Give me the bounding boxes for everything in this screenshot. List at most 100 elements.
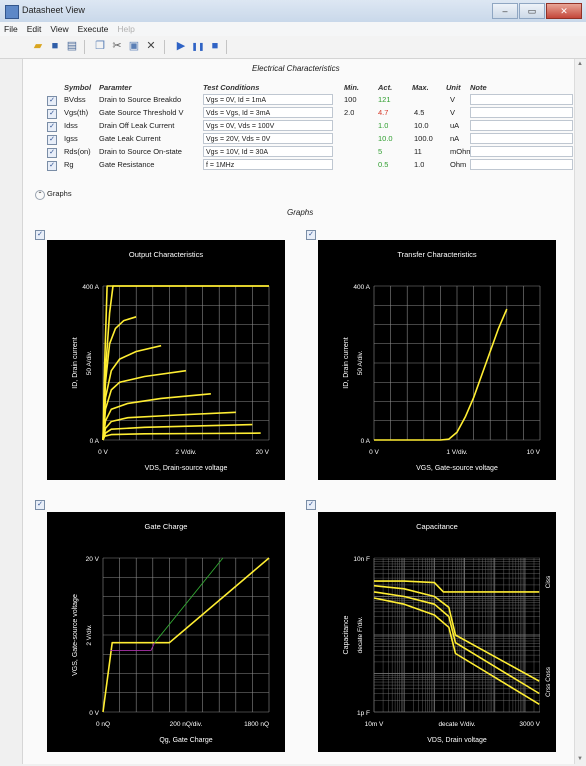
save-icon[interactable]: ■ (51, 40, 59, 52)
cell-act: 0.5 (378, 160, 389, 169)
series-line (373, 584, 540, 682)
scroll-up-icon[interactable]: ▲ (577, 61, 583, 67)
graph-checkbox[interactable]: ✓ (35, 230, 45, 240)
paste-icon[interactable]: ▣ (128, 40, 140, 52)
series-line (102, 369, 187, 441)
cell-note[interactable] (470, 133, 573, 144)
minimize-button[interactable]: ‒ (492, 3, 518, 19)
cell-conditions[interactable]: Vgs = 0V, Id = 1mA (203, 94, 333, 105)
cell-parameter: Gate Resistance (99, 160, 155, 169)
cell-note[interactable] (470, 107, 573, 118)
menu-edit[interactable]: Edit (26, 24, 42, 34)
cell-min: 2.0 (344, 108, 355, 117)
y-axis-label: VGS, Gate-source voltage (72, 594, 79, 676)
cell-symbol: Rds(on) (64, 147, 91, 156)
app-icon (5, 5, 19, 19)
x-tick-label: 10 V (527, 449, 541, 456)
row-checkbox[interactable]: ✓ (47, 148, 57, 158)
series-line (102, 393, 211, 441)
x-axis-label: VDS, Drain-source voltage (145, 465, 228, 472)
x-tick-label: 1 V/div. (446, 449, 467, 456)
x-tick-label: 20 V (256, 449, 270, 456)
play-icon[interactable]: ▶ (176, 40, 186, 52)
close-button[interactable]: ✕ (546, 3, 582, 19)
cell-max: 11 (414, 147, 422, 156)
x-tick-label: 10m V (365, 721, 384, 728)
maximize-button[interactable]: ▭ (519, 3, 545, 19)
scroll-down-icon[interactable]: ▼ (577, 756, 583, 762)
cell-note[interactable] (470, 120, 573, 131)
header-unit: Unit (446, 83, 461, 92)
graphs-toggle-label[interactable]: Graphs (47, 189, 72, 198)
copy-icon[interactable]: ❐ (95, 40, 105, 52)
chart-svg: Gate Charge 20 V 0 V 2 V/div. 0 nQ 200 nQ/div… (72, 522, 270, 744)
cut-icon[interactable]: ✂ (112, 40, 122, 52)
y-tick-label: 50 A/div. (357, 351, 364, 376)
capacitance-chart: Capacitance 10n F 1p F decate F/div. 10m V de… (318, 512, 556, 752)
cell-note[interactable] (470, 94, 573, 105)
cell-unit: mOhm (450, 147, 473, 156)
cell-conditions[interactable]: Vgs = 10V, Id = 30A (203, 146, 333, 157)
cell-parameter: Gate Leak Current (99, 134, 161, 143)
table-row: ✓ Rds(on) Drain to Source On-state Vgs = 10… (0, 146, 586, 158)
y-tick-label: 0 A (361, 438, 371, 445)
cell-unit: uA (450, 121, 460, 130)
x-tick-label: 200 nQ/div. (170, 721, 203, 728)
menu-view[interactable]: View (50, 24, 69, 34)
cell-act: 1.0 (378, 121, 389, 130)
graph-checkbox[interactable]: ✓ (306, 500, 316, 510)
y-tick-label: decate F/div. (357, 616, 364, 653)
cell-conditions[interactable]: Vgs = 20V, Vds = 0V (203, 133, 333, 144)
graph-checkbox[interactable]: ✓ (306, 230, 316, 240)
vertical-scrollbar[interactable]: ▲ ▼ (574, 59, 586, 764)
x-axis-label: Qg, Gate Charge (159, 737, 212, 744)
open-folder-icon[interactable]: ▰ (33, 40, 43, 52)
cell-parameter: Drain Off Leak Current (99, 121, 175, 130)
pause-icon[interactable]: ❚❚ (191, 42, 205, 51)
y-tick-label: 2 V/div. (86, 624, 93, 645)
series-line (154, 557, 224, 643)
collapse-graphs-icon[interactable]: ⌃ (35, 190, 45, 200)
x-tick-label: 0 nQ (96, 721, 110, 728)
title-bar[interactable]: Datasheet View ‒ ▭ ✕ (0, 0, 586, 22)
toolbar-separator (226, 40, 227, 54)
series-line (102, 432, 261, 441)
menu-execute[interactable]: Execute (77, 24, 109, 34)
cell-symbol: Igss (64, 134, 78, 143)
cell-parameter: Gate Source Threshold V (99, 108, 184, 117)
graph-checkbox[interactable]: ✓ (35, 500, 45, 510)
row-checkbox[interactable]: ✓ (47, 96, 57, 106)
y-tick-label: 10n F (353, 556, 370, 563)
table-row: ✓ Igss Gate Leak Current Vgs = 20V, Vds = 0… (0, 133, 586, 145)
chart-title: Capacitance (416, 522, 458, 531)
delete-icon[interactable]: ✕ (146, 40, 156, 52)
cell-note[interactable] (470, 146, 573, 157)
row-checkbox[interactable]: ✓ (47, 161, 57, 171)
series-line (374, 308, 508, 441)
cell-act: 10.0 (378, 134, 393, 143)
header-symbol: Symbol (64, 83, 92, 92)
y-tick-label: 400 A (82, 284, 99, 291)
toolbar: ▰ ■ ▤ ❐ ✂ ▣ ✕ ▶ ❚❚ ■ (0, 36, 586, 59)
row-checkbox[interactable]: ✓ (47, 135, 57, 145)
menu-help[interactable]: Help (117, 24, 135, 34)
chart-title: Transfer Characteristics (397, 250, 477, 259)
print-icon[interactable]: ▤ (66, 40, 78, 52)
x-axis-label: VGS, Gate-source voltage (416, 465, 498, 472)
stop-icon[interactable]: ■ (211, 40, 219, 52)
cell-conditions[interactable]: Vds = Vgs, Id = 3mA (203, 107, 333, 118)
header-min: Min. (344, 83, 359, 92)
cell-max: 1.0 (414, 160, 425, 169)
cell-conditions[interactable]: f = 1MHz (203, 159, 333, 170)
series-line (373, 591, 540, 695)
cell-conditions[interactable]: Vgs = 0V, Vds = 100V (203, 120, 333, 131)
gate-charge-chart: Gate Charge 20 V 0 V 2 V/div. 0 nQ 200 nQ/div… (47, 512, 285, 752)
y-axis-label: ID, Drain current (72, 337, 79, 388)
cell-unit: V (450, 95, 456, 104)
cell-note[interactable] (470, 159, 573, 170)
menu-file[interactable]: File (4, 24, 18, 34)
row-checkbox[interactable]: ✓ (47, 122, 57, 132)
output-characteristics-chart: Output Characteristics 400 A 0 A 50 A/div. 0… (47, 240, 285, 480)
row-checkbox[interactable]: ✓ (47, 109, 57, 119)
